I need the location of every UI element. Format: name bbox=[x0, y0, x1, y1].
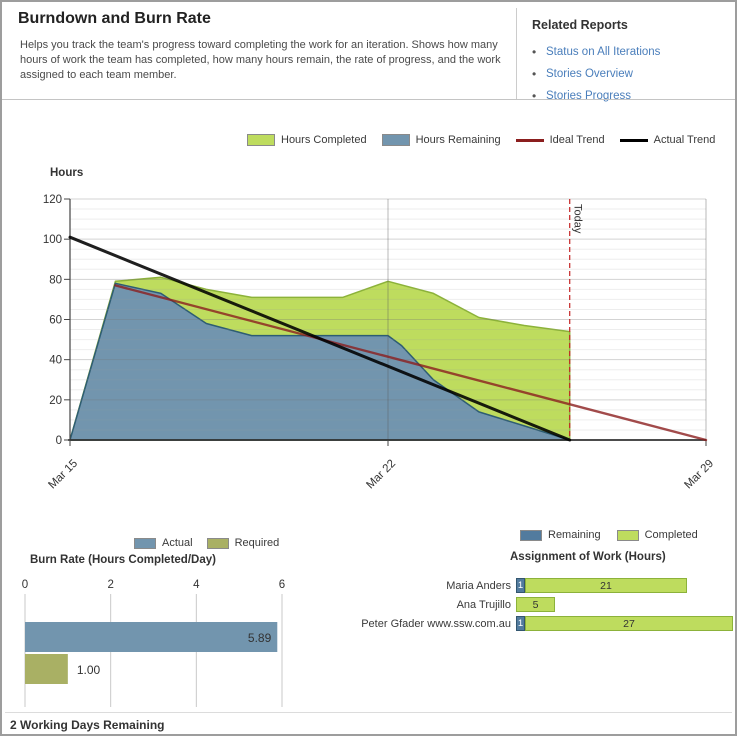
legend-label: Ideal Trend bbox=[549, 134, 605, 146]
completed-segment: 27 bbox=[525, 616, 733, 631]
related-reports-list: • Status on All Iterations • Stories Overvi… bbox=[532, 41, 727, 107]
related-reports-panel: Related Reports • Status on All Iteration… bbox=[532, 18, 727, 107]
assignment-row-peter-gfader-www-ssw-com-au: Peter Gfader www.ssw.com.au 1 27 bbox=[359, 616, 735, 631]
legend-item-actual: Actual bbox=[134, 537, 193, 549]
y-tick-label: 120 bbox=[43, 194, 62, 206]
completed-segment: 21 bbox=[525, 578, 687, 593]
bullet-icon: • bbox=[532, 45, 537, 59]
remaining-swatch-icon bbox=[520, 529, 542, 541]
completed-segment: 5 bbox=[516, 597, 555, 612]
assignment-bar: 1 21 bbox=[516, 578, 687, 593]
x-tick-label: Mar 15 bbox=[46, 458, 80, 492]
assignment-row-ana-trujillo: Ana Trujillo 5 bbox=[359, 597, 735, 612]
legend-label: Remaining bbox=[548, 529, 601, 541]
legend-item-actual-trend: Actual Trend bbox=[619, 134, 716, 146]
actual-trend-line bbox=[68, 235, 572, 442]
related-link-stories-progress[interactable]: Stories Progress bbox=[546, 90, 632, 102]
remaining-segment: 1 bbox=[516, 578, 525, 593]
related-link-stories-overview[interactable]: Stories Overview bbox=[546, 68, 633, 80]
burndown-chart: 0 20 40 60 80 100 120 Mar 15 Mar 22 Mar 29 Today bbox=[43, 194, 716, 492]
x-tick-label: Mar 22 bbox=[364, 458, 398, 492]
assignee-name: Ana Trujillo bbox=[456, 598, 511, 611]
burn-rate-title: Burn Rate (Hours Completed/Day) bbox=[30, 554, 216, 566]
ideal-trend-line bbox=[114, 284, 708, 442]
legend-item-ideal-trend: Ideal Trend bbox=[515, 134, 605, 146]
actual-bar bbox=[25, 622, 278, 652]
legend-item-completed: Completed bbox=[616, 529, 698, 541]
legend-label: Actual bbox=[162, 537, 193, 549]
y-tick-label: 0 bbox=[56, 435, 62, 447]
today-label: Today bbox=[572, 204, 584, 234]
actual-swatch-icon bbox=[134, 537, 156, 549]
required-swatch-icon bbox=[206, 537, 229, 549]
remaining-segment: 1 bbox=[516, 616, 525, 631]
y-axis-title: Hours bbox=[50, 167, 84, 179]
header-vertical-divider bbox=[516, 8, 517, 99]
hours-remaining-swatch-icon bbox=[381, 134, 410, 146]
related-reports-heading: Related Reports bbox=[532, 18, 628, 32]
related-report-row: • Stories Overview bbox=[532, 63, 727, 85]
assignment-legend: Remaining Completed bbox=[520, 529, 714, 541]
header-separator bbox=[2, 99, 735, 100]
report-description: Helps you track the team's progress towa… bbox=[20, 39, 501, 81]
required-bar bbox=[25, 654, 68, 684]
y-tick-label: 100 bbox=[43, 234, 62, 246]
assignment-title: Assignment of Work (Hours) bbox=[510, 551, 666, 563]
completed-swatch-icon bbox=[616, 529, 639, 541]
assignee-name: Maria Anders bbox=[446, 579, 511, 592]
required-value-label: 1.00 bbox=[77, 663, 101, 677]
legend-label: Required bbox=[234, 537, 280, 549]
bullet-icon: • bbox=[532, 89, 537, 103]
legend-item-required: Required bbox=[206, 537, 280, 549]
burn-rate-tick-label: 0 bbox=[22, 579, 28, 591]
x-tick-label: Mar 29 bbox=[682, 458, 716, 492]
burn-rate-legend: Actual Required bbox=[134, 537, 293, 549]
y-tick-label: 40 bbox=[49, 355, 62, 367]
legend-item-remaining: Remaining bbox=[520, 529, 601, 541]
legend-label: Hours Completed bbox=[281, 134, 367, 146]
legend-label: Hours Remaining bbox=[415, 134, 501, 146]
assignee-name: Peter Gfader www.ssw.com.au bbox=[361, 617, 511, 630]
hours-completed-swatch-icon bbox=[247, 134, 275, 146]
footer-separator bbox=[5, 712, 732, 713]
bullet-icon: • bbox=[532, 67, 537, 81]
burn-rate-chart: 0 2 4 6 5.89 1.00 bbox=[22, 579, 285, 707]
burn-rate-tick-label: 2 bbox=[107, 579, 113, 591]
burn-rate-tick-label: 6 bbox=[279, 579, 285, 591]
assignment-bar: 1 27 bbox=[516, 616, 733, 631]
legend-item-hours-completed: Hours Completed bbox=[247, 134, 367, 146]
assignment-bar: 5 bbox=[516, 597, 555, 612]
legend-label: Actual Trend bbox=[653, 134, 716, 146]
burndown-legend: Hours Completed Hours Remaining Ideal Tren… bbox=[247, 134, 730, 146]
related-report-row: • Stories Progress bbox=[532, 85, 727, 107]
page-title: Burndown and Burn Rate bbox=[18, 10, 211, 27]
actual-trend-swatch-icon bbox=[619, 138, 648, 142]
related-report-row: • Status on All Iterations bbox=[532, 41, 727, 63]
legend-label: Completed bbox=[644, 529, 698, 541]
related-link-status-on-all-iterations[interactable]: Status on All Iterations bbox=[546, 46, 661, 58]
burn-rate-tick-label: 4 bbox=[193, 579, 200, 591]
y-tick-label: 20 bbox=[49, 395, 62, 407]
assignment-rows: Maria Anders 1 21 Ana Trujillo 5 Peter Gfader… bbox=[359, 578, 735, 635]
days-remaining-status: 2 Working Days Remaining bbox=[10, 718, 165, 732]
ideal-trend-swatch-icon bbox=[515, 138, 544, 142]
assignment-row-maria-anders: Maria Anders 1 21 bbox=[359, 578, 735, 593]
y-tick-label: 60 bbox=[49, 315, 62, 327]
legend-item-hours-remaining: Hours Remaining bbox=[381, 134, 501, 146]
actual-value-label: 5.89 bbox=[248, 631, 272, 645]
y-tick-label: 80 bbox=[49, 274, 62, 286]
